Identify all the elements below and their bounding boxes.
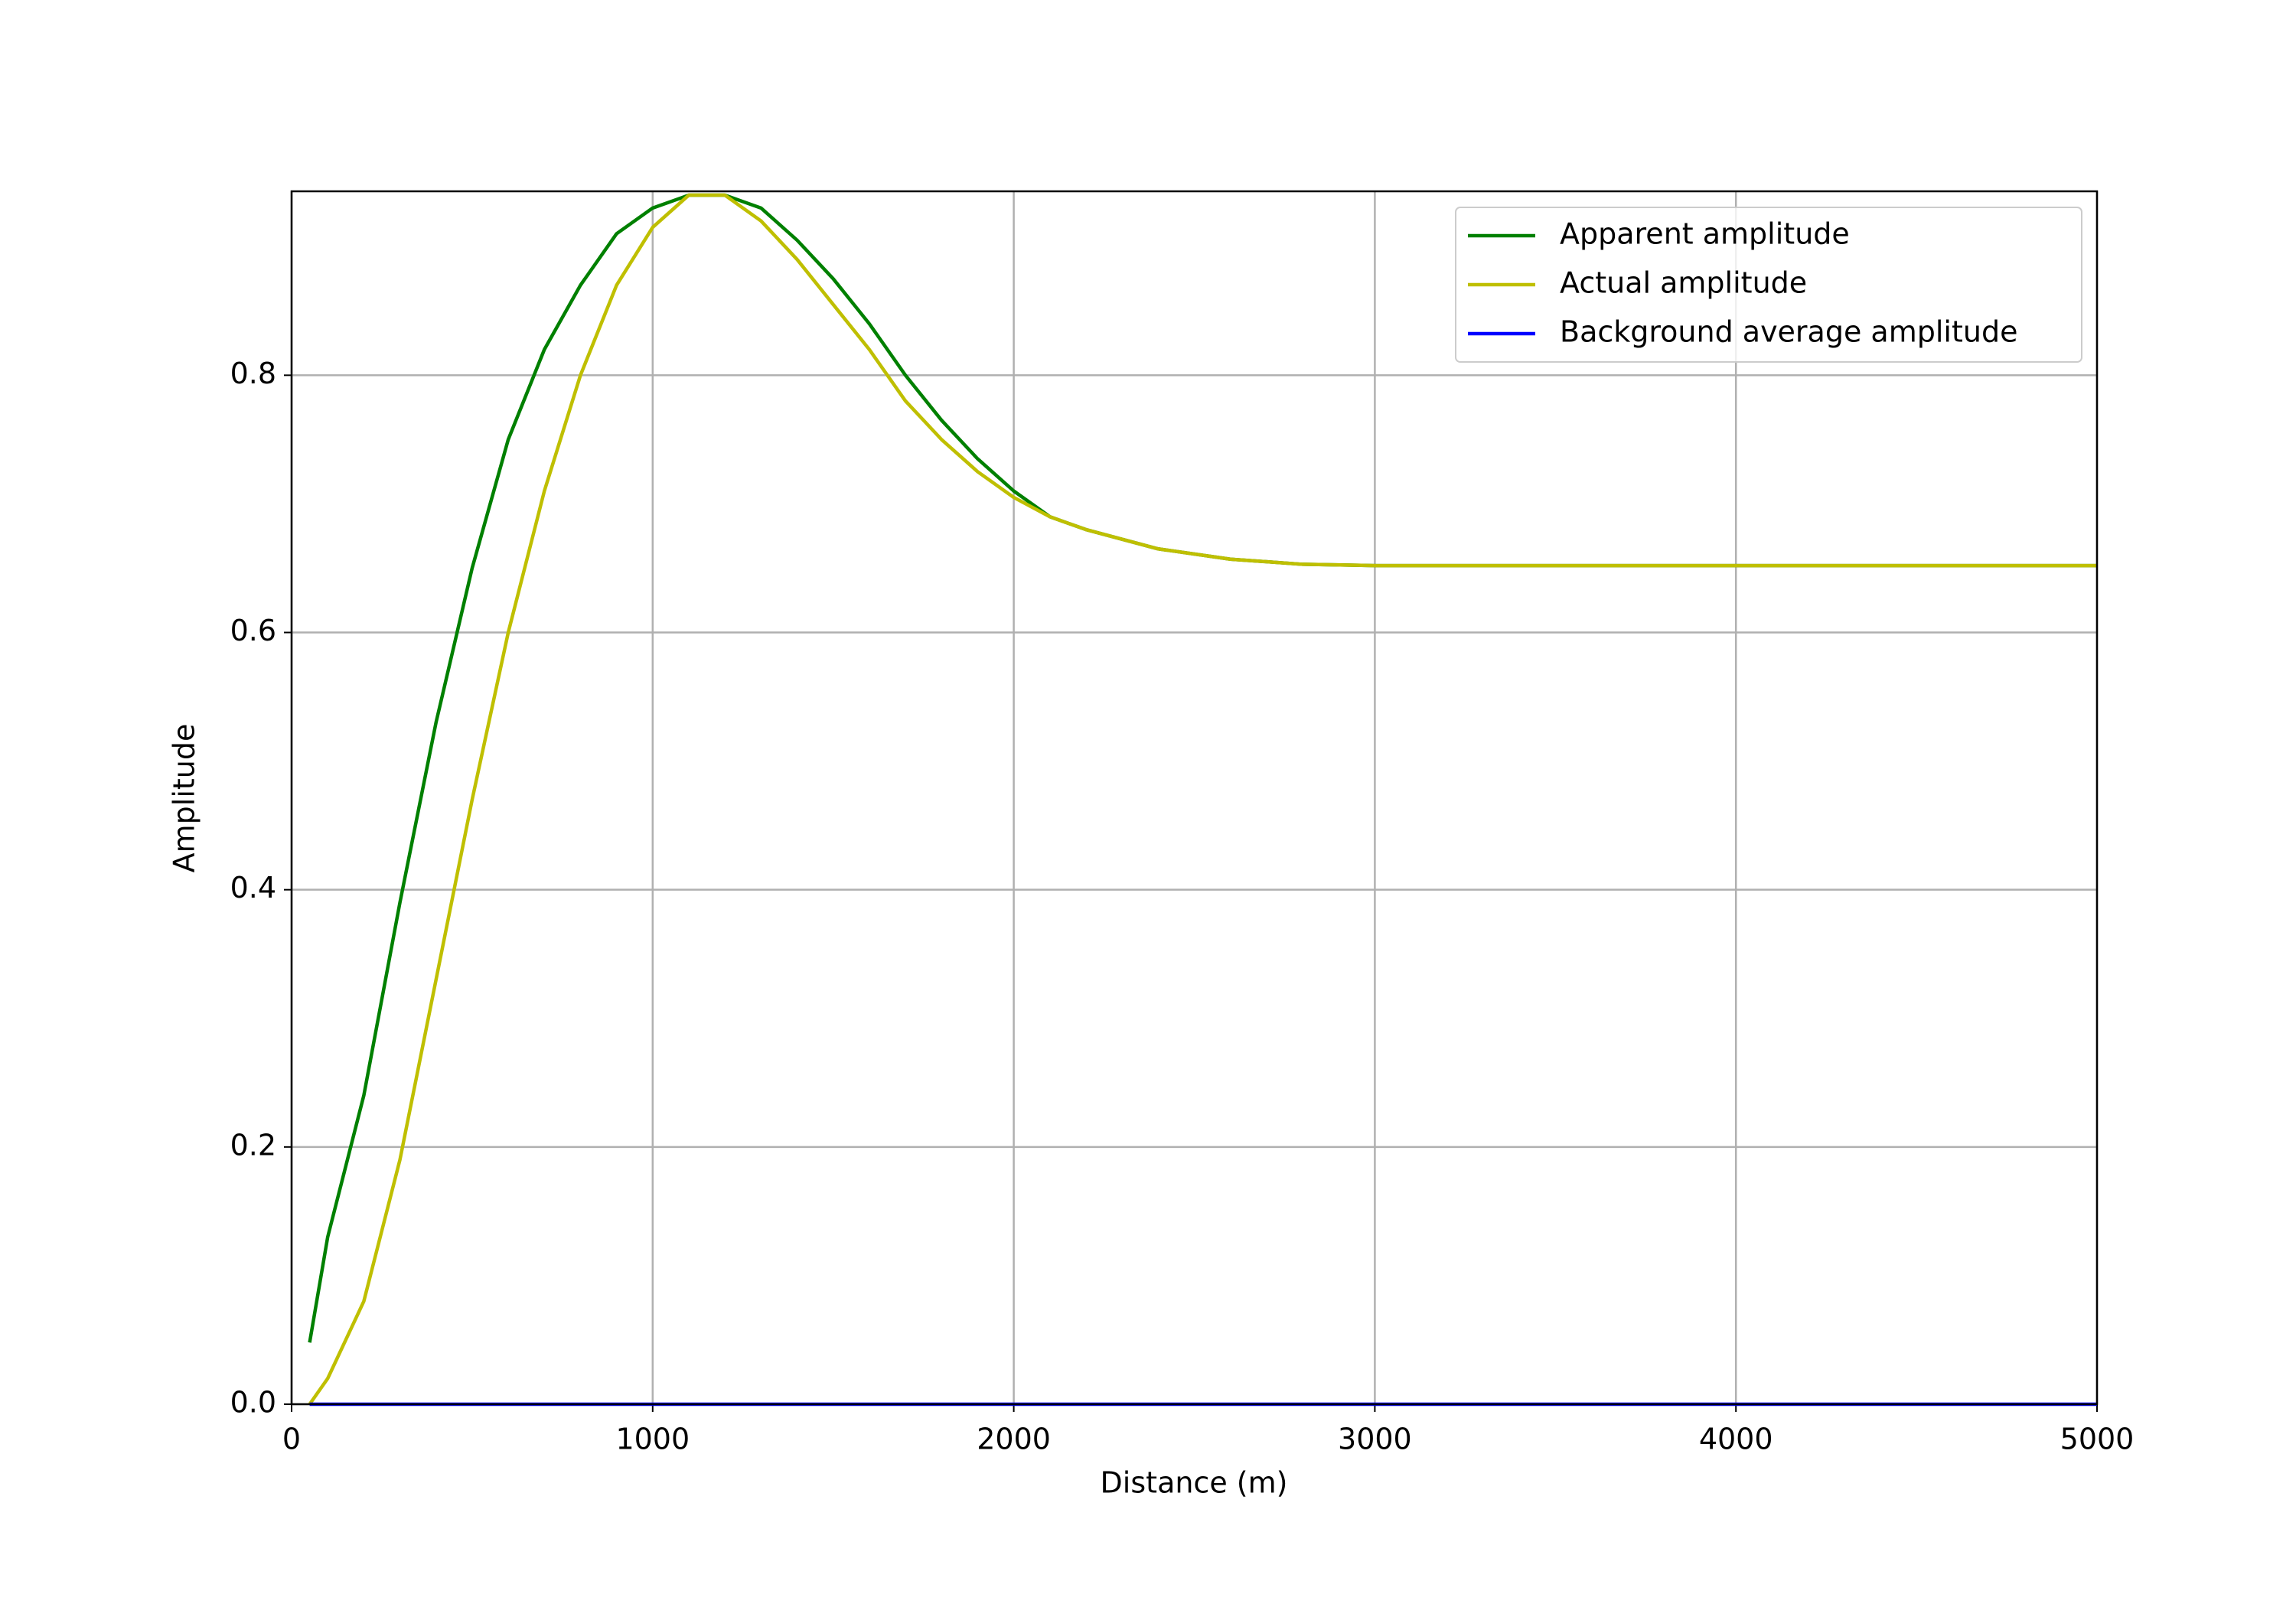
- y-tick-label: 0.2: [230, 1128, 276, 1162]
- line-series: [308, 193, 2097, 1406]
- y-tick-label: 0.0: [230, 1386, 276, 1420]
- x-axis-label: Distance (m): [1101, 1466, 1288, 1500]
- legend-label: Background average amplitude: [1560, 315, 2017, 349]
- x-tick-label: 3000: [1338, 1423, 1412, 1456]
- legend-label: Apparent amplitude: [1560, 217, 1850, 251]
- y-tick-label: 0.8: [230, 357, 276, 390]
- x-tick-label: 0: [282, 1423, 301, 1456]
- x-tick-label: 1000: [615, 1423, 690, 1456]
- legend-box: [1455, 207, 2082, 363]
- x-tick-label: 4000: [1699, 1423, 1773, 1456]
- x-tick-label: 2000: [977, 1423, 1051, 1456]
- plot-frame: [290, 190, 2099, 1406]
- legend-label: Actual amplitude: [1560, 266, 1807, 300]
- y-tick-label: 0.4: [230, 871, 276, 905]
- y-axis-label: Amplitude: [168, 724, 201, 873]
- y-tick-label: 0.6: [230, 614, 276, 647]
- x-tick-label: 5000: [2060, 1423, 2135, 1456]
